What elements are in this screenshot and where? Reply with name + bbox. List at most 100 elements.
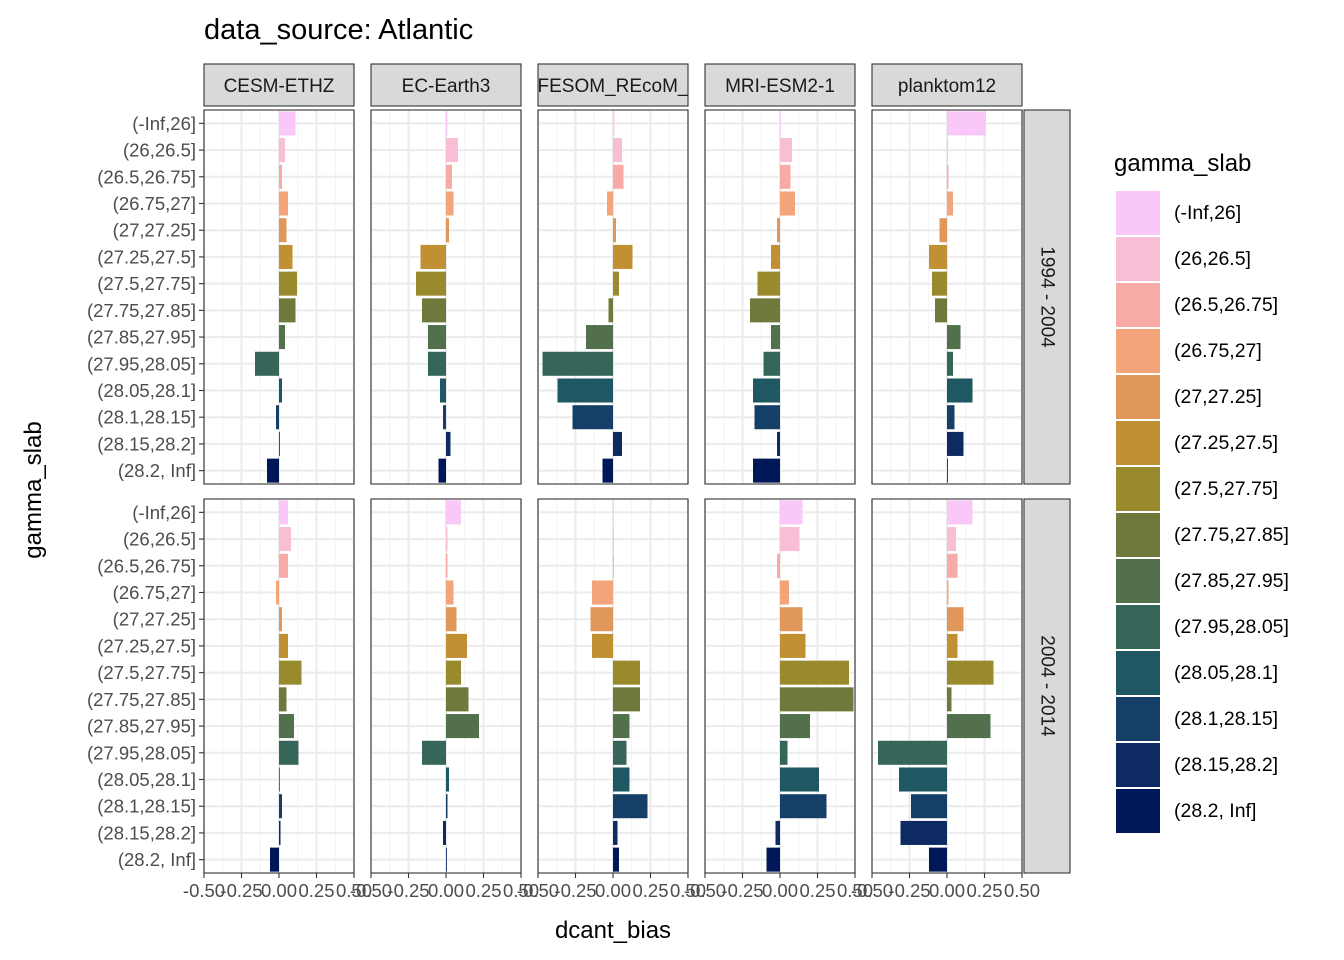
x-tick-label: 0.00 [261, 880, 297, 901]
bar-(27.85,27.95] [446, 714, 479, 739]
x-tick-label: -0.50 [350, 880, 392, 901]
legend-label: (26.5,26.75] [1174, 294, 1278, 316]
legend-item: (27.25,27.5] [1116, 421, 1278, 465]
legend-swatch [1116, 375, 1160, 419]
legend-item: (27.85,27.95] [1116, 559, 1289, 603]
y-tick-label: (27,27.25] [113, 220, 196, 241]
panel-1-2 [537, 498, 689, 874]
bar-(26,26.5] [780, 527, 800, 552]
legend-item: (27.5,27.75] [1116, 467, 1278, 511]
legend-swatch [1116, 421, 1160, 465]
legend-item: (28.15,28.2] [1116, 743, 1278, 787]
x-tick-label: 0.25 [298, 880, 334, 901]
bar-(26,26.5] [279, 527, 291, 552]
y-tick-label: (26.5,26.75] [97, 555, 196, 576]
chart-title: data_source: Atlantic [204, 14, 473, 46]
bar-(27.95,28.05] [947, 351, 953, 376]
panel-0-0 [203, 109, 355, 485]
x-tick-label: -0.50 [684, 880, 726, 901]
legend-swatch [1116, 191, 1160, 235]
bar-(28.2, Inf] [602, 458, 613, 483]
bar-(26,26.5] [780, 138, 792, 163]
bar-(28.2, Inf] [766, 847, 780, 872]
facet-strip-3: MRI-ESM2-1 [704, 63, 856, 107]
bar-(28.05,28.1] [947, 378, 973, 403]
legend-label: (27.85,27.95] [1174, 570, 1289, 592]
bar-(28.15,28.2] [947, 431, 964, 456]
bar-(28.05,28.1] [279, 767, 280, 792]
bar-(26.5,26.75] [613, 164, 624, 189]
bar-(26,26.5] [279, 138, 285, 163]
facet-strip-1: EC-Earth3 [370, 63, 522, 107]
legend-label: (28.2, Inf] [1174, 800, 1256, 822]
legend-label: (26.75,27] [1174, 340, 1262, 362]
bar-(27.5,27.75] [932, 271, 947, 296]
bar-(-Inf,26] [279, 111, 296, 136]
bar-(28.05,28.1] [753, 378, 780, 403]
y-tick-label: (27.85,27.95] [87, 327, 196, 348]
panel-1-4 [871, 498, 1023, 874]
legend-swatch [1116, 789, 1160, 833]
legend-item: (27,27.25] [1116, 375, 1262, 419]
bar-(27.5,27.75] [613, 271, 619, 296]
bar-(26,26.5] [446, 527, 448, 552]
bar-(27.85,27.95] [586, 325, 613, 350]
bar-(27.75,27.85] [947, 687, 952, 712]
bar-(26.75,27] [276, 580, 279, 605]
facet-strip-4: planktom12 [871, 63, 1023, 107]
x-tick-label: -0.25 [220, 880, 262, 901]
y-tick-label: (27.5,27.75] [97, 662, 196, 683]
bar-(28.1,28.15] [911, 794, 947, 819]
legend-item: (-Inf,26] [1116, 191, 1241, 235]
legend-swatch [1116, 283, 1160, 327]
legend-label: (27,27.25] [1174, 386, 1262, 408]
legend-item: (26.5,26.75] [1116, 283, 1278, 327]
bar-(28.05,28.1] [899, 767, 947, 792]
bar-(28.1,28.15] [780, 794, 827, 819]
y-tick-label: (27.75,27.85] [87, 300, 196, 321]
bar-(27,27.25] [613, 218, 616, 243]
facet-strip-label: planktom12 [898, 76, 996, 97]
legend-swatch [1116, 467, 1160, 511]
legend-swatch [1116, 237, 1160, 281]
bar-(26.75,27] [947, 580, 949, 605]
legend-label: (28.15,28.2] [1174, 754, 1278, 776]
x-axis-title: dcant_bias [555, 917, 671, 944]
bar-(27.85,27.95] [947, 714, 991, 739]
bar-(27.85,27.95] [771, 325, 780, 350]
row-strip-1: 2004 - 2014 [1023, 498, 1071, 874]
bar-(27.95,28.05] [279, 740, 299, 765]
legend-label: (28.1,28.15] [1174, 708, 1278, 730]
y-tick-label: (26.75,27] [113, 582, 196, 603]
y-tick-label: (27.25,27.5] [97, 635, 196, 656]
bar-(27.95,28.05] [613, 740, 627, 765]
row-strip-label: 2004 - 2014 [1037, 635, 1058, 737]
x-tick-labels: -0.50-0.250.00 0.25 0.50-0.50-0.250.00 0.25… [183, 873, 1040, 901]
bar-(26.5,26.75] [780, 164, 791, 189]
panel-0-3 [704, 109, 856, 485]
bar-(27.5,27.75] [757, 271, 780, 296]
bar-(27.25,27.5] [279, 244, 293, 269]
bar-(26.5,26.75] [279, 553, 288, 578]
x-tick-label: 0.50 [1004, 880, 1040, 901]
x-tick-label: 0.50 [336, 880, 372, 901]
bar-(26.75,27] [279, 191, 288, 216]
bar-(27.25,27.5] [929, 244, 947, 269]
panel-0-2 [537, 109, 689, 485]
bar-(27.85,27.95] [780, 714, 810, 739]
bar-(28.2, Inf] [753, 458, 780, 483]
bar-(27.75,27.85] [750, 298, 780, 323]
bar-(28.2, Inf] [267, 458, 279, 483]
y-tick-label: (28.15,28.2] [97, 433, 196, 454]
bar-(28.2, Inf] [929, 847, 947, 872]
y-tick-label: (27,27.25] [113, 609, 196, 630]
bar-(27.25,27.5] [446, 633, 467, 658]
bar-(28.05,28.1] [780, 767, 819, 792]
x-tick-label: 0.25 [966, 880, 1002, 901]
legend-label: (27.95,28.05] [1174, 616, 1289, 638]
bar-(27.75,27.85] [446, 687, 469, 712]
bar-(28.15,28.2] [446, 431, 451, 456]
y-tick-label: (26,26.5] [123, 529, 196, 550]
facet-strip-2: FESOM_REcoM_ [537, 63, 689, 107]
bar-(27,27.25] [279, 607, 282, 632]
